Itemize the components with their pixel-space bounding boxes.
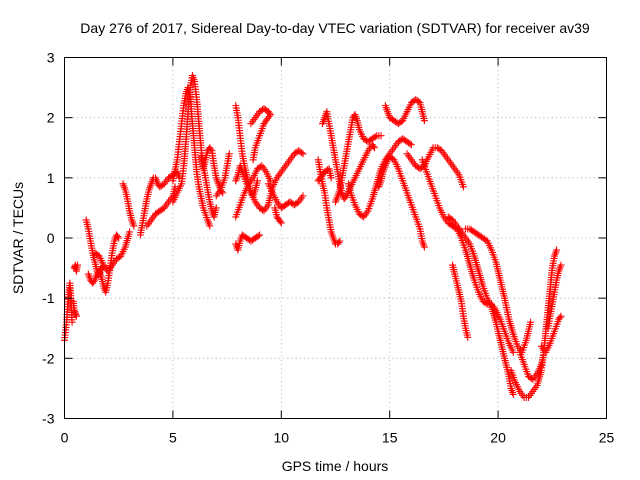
data-point bbox=[276, 217, 284, 225]
x-tick-label: 0 bbox=[61, 430, 69, 446]
data-point bbox=[406, 140, 414, 148]
data-point bbox=[557, 312, 565, 320]
data-point bbox=[420, 117, 428, 125]
y-tick-label: 1 bbox=[47, 170, 55, 186]
data-point bbox=[159, 205, 167, 213]
x-tick-label: 25 bbox=[599, 430, 615, 446]
data-point bbox=[420, 243, 428, 251]
data-point bbox=[114, 232, 122, 240]
y-axis-label: SDTVAR / TECUs bbox=[10, 182, 26, 294]
y-tick-label: 3 bbox=[47, 50, 55, 66]
data-point bbox=[464, 333, 472, 341]
data-point bbox=[407, 141, 415, 149]
data-point bbox=[293, 199, 301, 207]
x-tick-label: 10 bbox=[274, 430, 290, 446]
data-point bbox=[126, 228, 134, 236]
axis-ticks bbox=[64, 57, 607, 419]
data-point bbox=[299, 192, 307, 200]
data-point bbox=[254, 232, 262, 240]
data-point bbox=[206, 222, 214, 230]
data-point bbox=[225, 150, 233, 158]
data-point bbox=[256, 163, 264, 171]
data-point bbox=[72, 312, 80, 320]
data-point bbox=[369, 142, 377, 150]
data-point bbox=[341, 193, 349, 201]
data-point bbox=[371, 133, 379, 141]
data-point bbox=[553, 246, 561, 254]
data-point bbox=[557, 261, 565, 269]
data-point bbox=[336, 237, 344, 245]
y-tick-labels: -3 -2 -1 0 1 2 3 bbox=[42, 50, 55, 427]
data-point bbox=[556, 314, 564, 322]
data-point bbox=[527, 374, 535, 382]
data-point bbox=[299, 150, 307, 158]
y-tick-label: -2 bbox=[42, 350, 55, 366]
data-point bbox=[207, 145, 215, 153]
data-points bbox=[61, 72, 565, 401]
data-point bbox=[249, 156, 257, 164]
x-tick-label: 15 bbox=[382, 430, 398, 446]
data-point bbox=[130, 222, 138, 230]
data-point bbox=[509, 390, 517, 398]
y-tick-label: 2 bbox=[47, 110, 55, 126]
data-point bbox=[74, 261, 82, 269]
data-point bbox=[327, 174, 335, 182]
y-tick-label: -1 bbox=[42, 290, 55, 306]
data-point bbox=[256, 231, 264, 239]
data-point bbox=[459, 183, 467, 191]
data-point bbox=[90, 278, 98, 286]
data-point bbox=[115, 234, 123, 242]
x-tick-label: 5 bbox=[169, 430, 177, 446]
chart-title: Day 276 of 2017, Sidereal Day-to-day VTE… bbox=[80, 20, 590, 36]
data-point bbox=[159, 181, 167, 189]
x-tick-labels: 0 5 10 15 20 25 bbox=[61, 430, 615, 446]
data-point bbox=[358, 212, 366, 220]
data-point bbox=[171, 183, 179, 191]
data-point bbox=[509, 348, 517, 356]
y-tick-label: -3 bbox=[42, 411, 55, 427]
data-point bbox=[68, 318, 76, 326]
data-point bbox=[447, 215, 455, 223]
data-point bbox=[377, 132, 385, 140]
data-point bbox=[335, 239, 343, 247]
data-point bbox=[371, 144, 379, 152]
y-tick-label: 0 bbox=[47, 230, 55, 246]
data-point bbox=[212, 204, 220, 212]
data-point bbox=[298, 149, 306, 157]
data-point bbox=[527, 318, 535, 326]
x-tick-label: 20 bbox=[490, 430, 506, 446]
x-axis-label: GPS time / hours bbox=[282, 458, 389, 474]
data-point bbox=[277, 219, 285, 227]
data-point bbox=[436, 146, 444, 154]
data-point bbox=[259, 206, 267, 214]
data-point bbox=[253, 177, 261, 185]
